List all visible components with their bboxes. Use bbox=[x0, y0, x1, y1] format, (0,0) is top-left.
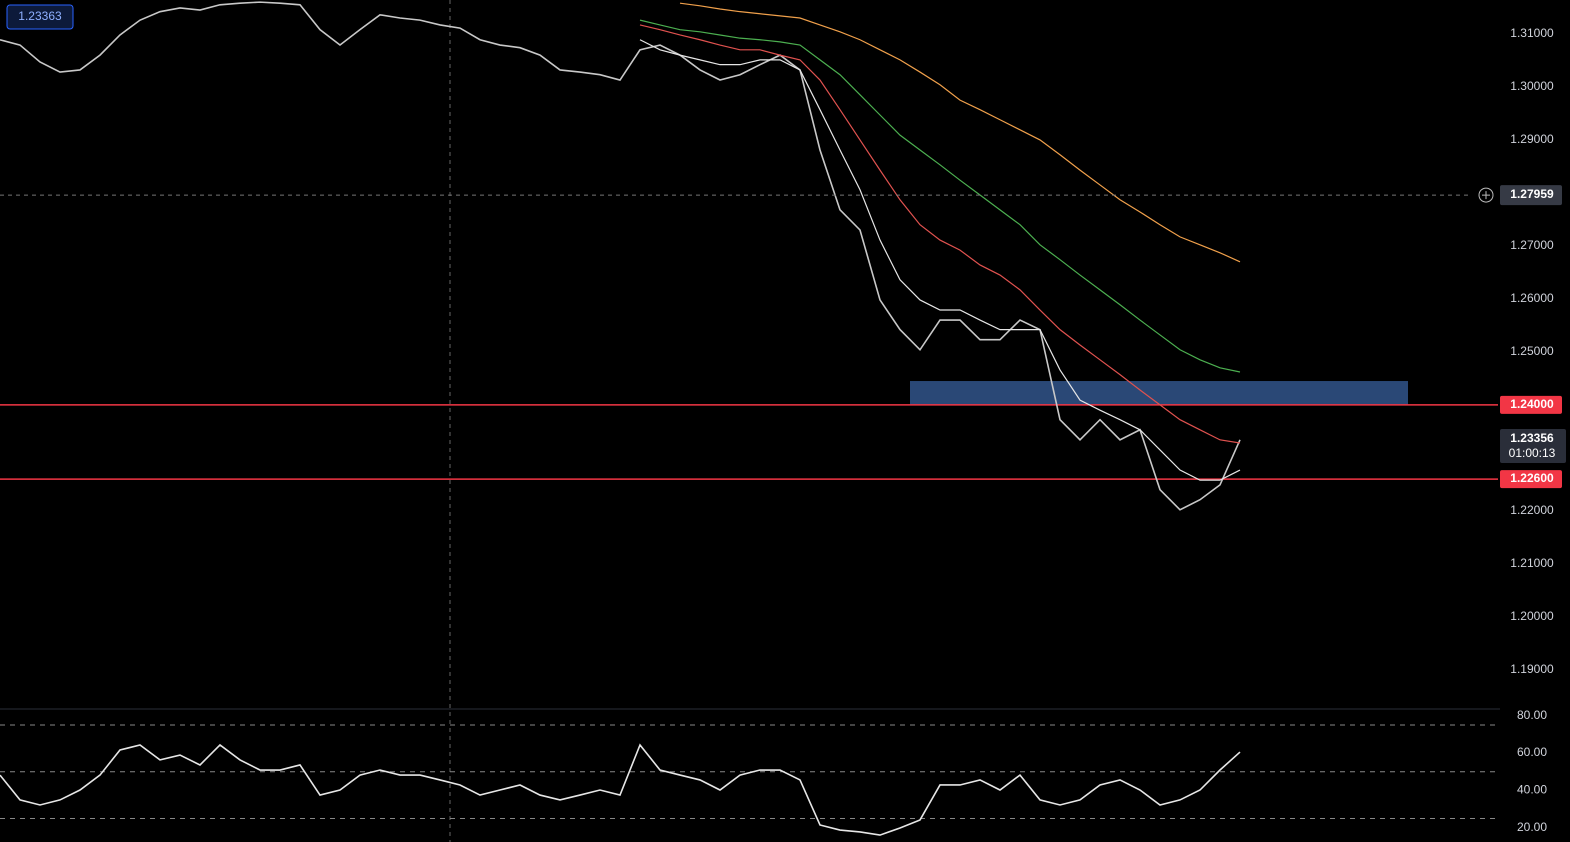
series-line bbox=[639, 19, 1241, 373]
last-price-box bbox=[1500, 429, 1566, 464]
y-tick-label: 1.19000 bbox=[1510, 662, 1554, 676]
y-tick-label: 1.26000 bbox=[1510, 291, 1554, 305]
y-tick-label: 1.27000 bbox=[1510, 238, 1554, 252]
level-label-box bbox=[1500, 470, 1562, 489]
level-label-box bbox=[1500, 395, 1562, 414]
price-badge: 1.23363 bbox=[18, 9, 62, 23]
crosshair-label: 1.27959 bbox=[1510, 187, 1554, 201]
series-line bbox=[679, 2, 1241, 263]
add-alert-icon bbox=[1478, 187, 1494, 203]
y-tick-label: 60.00 bbox=[1517, 745, 1547, 759]
y-tick-label: 80.00 bbox=[1517, 708, 1547, 722]
y-tick-label: 40.00 bbox=[1517, 783, 1547, 797]
last-price-label: 1.23356 bbox=[1510, 431, 1554, 445]
series-line bbox=[639, 24, 1241, 444]
level-label: 1.22600 bbox=[1510, 471, 1554, 485]
y-tick-label: 1.29000 bbox=[1510, 132, 1554, 146]
y-tick-label: 1.20000 bbox=[1510, 609, 1554, 623]
series-line bbox=[639, 39, 1241, 481]
series-line bbox=[0, 1, 1241, 511]
level-label: 1.24000 bbox=[1510, 397, 1554, 411]
y-tick-label: 1.30000 bbox=[1510, 79, 1554, 93]
add-alert-plus bbox=[1482, 191, 1490, 200]
y-tick-label: 1.22000 bbox=[1510, 503, 1554, 517]
price-badge-box bbox=[6, 4, 74, 30]
zone bbox=[910, 381, 1408, 405]
countdown-label: 01:00:13 bbox=[1509, 446, 1556, 460]
y-tick-label: 20.00 bbox=[1517, 820, 1547, 834]
y-tick-label: 1.25000 bbox=[1510, 344, 1554, 358]
crosshair-label-box bbox=[1500, 185, 1562, 206]
y-tick-label: 1.21000 bbox=[1510, 556, 1554, 570]
series-line bbox=[0, 743, 1241, 836]
y-tick-label: 1.31000 bbox=[1510, 26, 1554, 40]
